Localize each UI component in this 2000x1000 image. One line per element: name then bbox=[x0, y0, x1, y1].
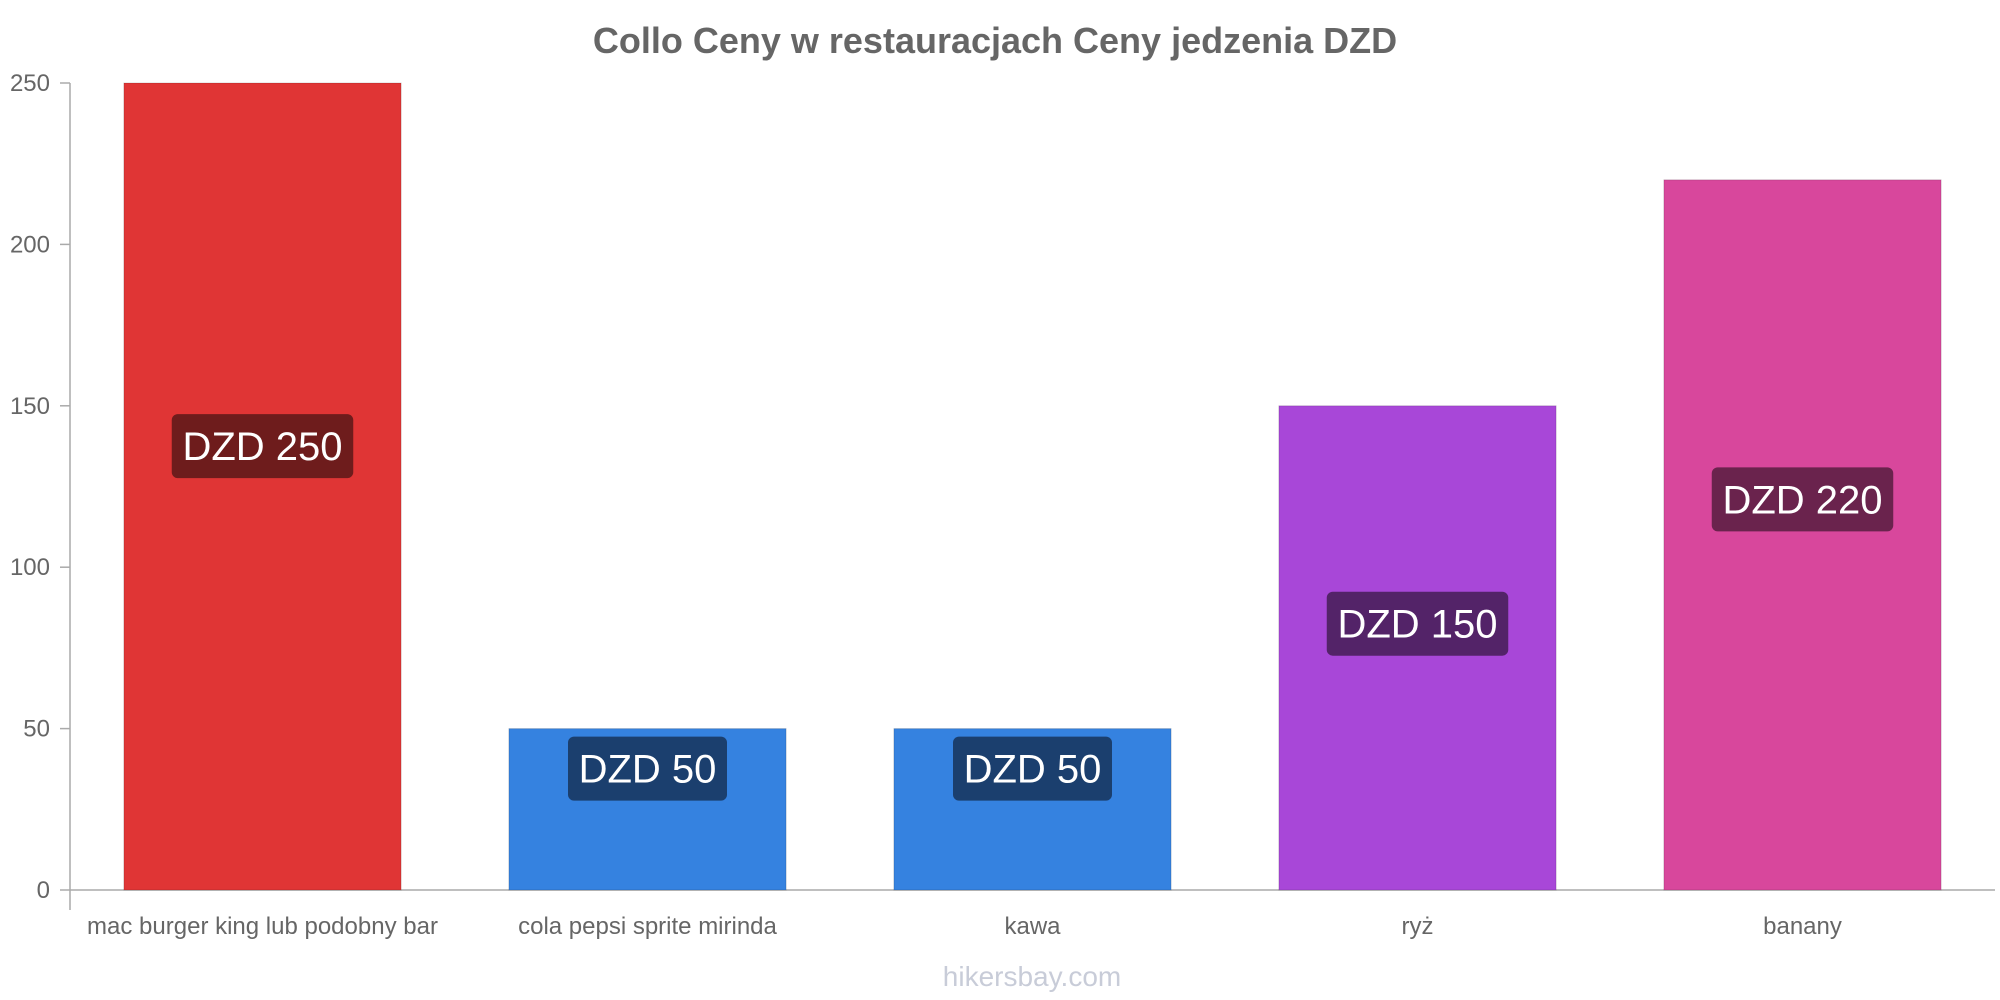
y-tick-label: 0 bbox=[37, 877, 50, 904]
category-label: kawa bbox=[1004, 913, 1061, 940]
data-label: DZD 250 bbox=[182, 425, 342, 469]
chart-title: Collo Ceny w restauracjach Ceny jedzenia… bbox=[593, 20, 1397, 61]
x-axis: mac burger king lub podobny bar cola peps… bbox=[70, 889, 1995, 940]
category-label: ryż bbox=[1402, 913, 1434, 940]
data-label: DZD 150 bbox=[1337, 603, 1497, 647]
data-labels-group: DZD 250 DZD 50 DZD 50 DZD 150 DZD 220 bbox=[171, 414, 1894, 801]
bar bbox=[123, 82, 402, 891]
y-tick-label: 150 bbox=[10, 393, 50, 420]
data-label-badge bbox=[1326, 591, 1509, 656]
data-label: DZD 220 bbox=[1722, 478, 1882, 522]
category-label: mac burger king lub podobny bar bbox=[87, 913, 438, 940]
y-axis: 0 50 100 150 200 250 bbox=[10, 70, 71, 910]
data-label-badge bbox=[171, 414, 354, 479]
data-label-badge bbox=[568, 736, 727, 801]
y-tick-label: 200 bbox=[10, 231, 50, 258]
y-tick-label: 100 bbox=[10, 554, 50, 581]
data-label: DZD 50 bbox=[964, 748, 1102, 792]
y-tick-label: 50 bbox=[23, 716, 50, 743]
category-label: cola pepsi sprite mirinda bbox=[518, 913, 777, 940]
bar bbox=[1663, 179, 1942, 891]
data-label: DZD 50 bbox=[579, 748, 717, 792]
data-label-badge bbox=[1711, 467, 1894, 532]
y-tick-label: 250 bbox=[10, 70, 50, 97]
watermark: hikersbay.com bbox=[943, 961, 1121, 992]
category-label: banany bbox=[1763, 913, 1842, 940]
data-label-badge bbox=[953, 736, 1112, 801]
